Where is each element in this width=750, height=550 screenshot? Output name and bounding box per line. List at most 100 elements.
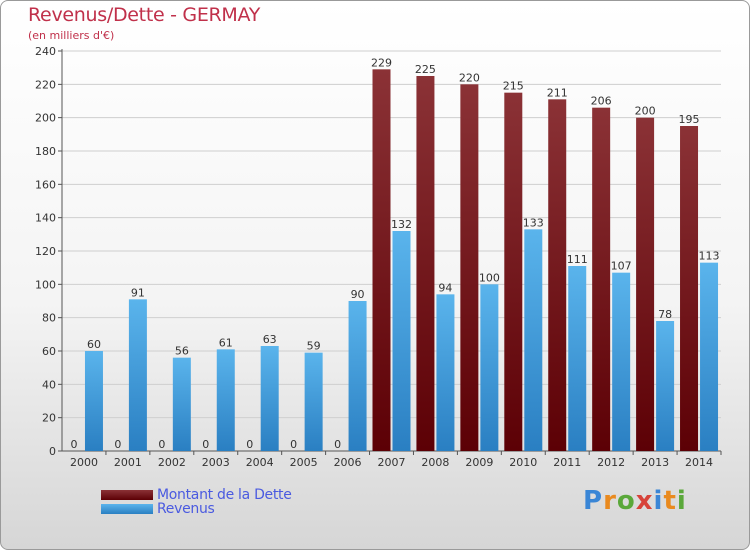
legend-label-dette: Montant de la Dette [157,487,292,503]
data-label-dette: 0 [158,438,165,451]
proxiti-logo: Proxiti [583,486,687,516]
data-label-revenus: 56 [175,345,189,358]
data-label-revenus: 61 [219,336,233,349]
gridlines [62,50,721,452]
bar-revenus [612,272,631,451]
x-tick-label: 2014 [685,456,713,469]
bar-revenus [524,229,543,451]
x-tick-label: 2013 [641,456,669,469]
y-tick-label: 240 [35,45,56,58]
data-label-revenus: 78 [658,308,672,321]
legend-swatch-dette [101,490,153,500]
data-label-revenus: 63 [263,333,277,346]
y-tick-label: 140 [35,212,56,225]
logo-letter-r: r [603,486,617,516]
data-label-revenus: 94 [438,281,452,294]
bar-revenus [700,262,719,451]
bar-revenus [348,301,367,451]
bar-dette [548,99,567,451]
logo-letter-o: o [616,486,636,516]
x-tick-label: 2011 [553,456,581,469]
data-label-revenus: 90 [351,288,365,301]
data-label-dette: 211 [547,86,568,99]
bar-revenus [128,299,147,451]
bar-revenus [568,266,587,451]
y-tick-label: 220 [35,78,56,91]
bar-revenus [392,231,411,451]
legend-item-revenus: Revenus [101,501,215,517]
x-tick-label: 2000 [70,456,98,469]
bar-revenus [216,349,235,451]
bar-dette [372,69,391,451]
x-tick-label: 2007 [378,456,406,469]
y-tick-label: 100 [35,278,56,291]
logo-letter-i: i [653,486,664,516]
data-label-revenus: 59 [307,340,321,353]
bar-revenus [656,321,675,451]
x-tick-label: 2006 [334,456,362,469]
data-label-revenus: 60 [87,338,101,351]
y-tick-label: 0 [49,445,56,458]
x-tick-label: 2004 [246,456,274,469]
chart-subtitle: (en milliers d'€) [28,29,115,42]
logo-letter-x: x [635,486,654,516]
data-label-revenus: 113 [699,250,720,263]
x-tick-label: 2001 [114,456,142,469]
x-tick-label: 2005 [290,456,318,469]
logo-letter-t: t [663,486,677,516]
bar-revenus [480,284,499,451]
bar-revenus [84,351,103,451]
data-label-dette: 0 [290,438,297,451]
data-label-dette: 225 [415,63,436,76]
data-label-dette: 0 [202,438,209,451]
legend-swatch-revenus [101,504,153,514]
y-tick-label: 60 [42,345,56,358]
data-label-dette: 0 [114,438,121,451]
data-label-revenus: 132 [391,218,412,231]
legend-item-dette: Montant de la Dette [101,487,292,503]
data-label-dette: 0 [246,438,253,451]
y-tick-label: 40 [42,378,56,391]
y-tick-label: 120 [35,245,56,258]
x-tick-label: 2008 [421,456,449,469]
x-tick-label: 2002 [158,456,186,469]
logo-letter-i: i [676,486,687,516]
bar-revenus [436,294,455,451]
data-label-dette: 220 [459,71,480,84]
data-label-revenus: 100 [479,271,500,284]
y-tick-label: 180 [35,145,56,158]
x-tick-label: 2012 [597,456,625,469]
y-tick-label: 200 [35,112,56,125]
data-labels: 0 60 0 91 0 56 0 61 0 63 0 59 0 90 229 132 225 94 220 100 21… [70,56,719,451]
y-tick-label: 20 [42,412,56,425]
x-tick-label: 2010 [509,456,537,469]
data-label-revenus: 133 [523,216,544,229]
logo-letter-p: P [583,486,604,516]
bar-revenus [260,346,279,451]
data-label-dette: 229 [371,56,392,69]
bar-dette [460,84,479,451]
data-label-dette: 195 [679,113,700,126]
data-label-revenus: 111 [567,253,588,266]
x-tick-label: 2003 [202,456,230,469]
y-tick-label: 160 [35,178,56,191]
data-label-dette: 206 [591,95,612,108]
data-label-revenus: 91 [131,286,145,299]
bar-revenus [304,352,323,451]
y-tick-label: 80 [42,312,56,325]
chart-title: Revenus/Dette - GERMAY [28,4,261,26]
axes: 0 20 40 60 80 100 120 140 160 180 200 220 240 2000 200… [35,45,722,469]
legend-label-revenus: Revenus [157,501,215,517]
bar-dette [636,117,655,452]
bar-dette [592,107,611,452]
data-label-dette: 0 [334,438,341,451]
x-tick-label: 2009 [465,456,493,469]
bar-revenus [172,357,191,451]
bar-dette [416,76,435,451]
bars [64,69,719,452]
data-label-dette: 215 [503,80,524,93]
data-label-revenus: 107 [611,260,632,273]
bar-dette [680,126,699,451]
